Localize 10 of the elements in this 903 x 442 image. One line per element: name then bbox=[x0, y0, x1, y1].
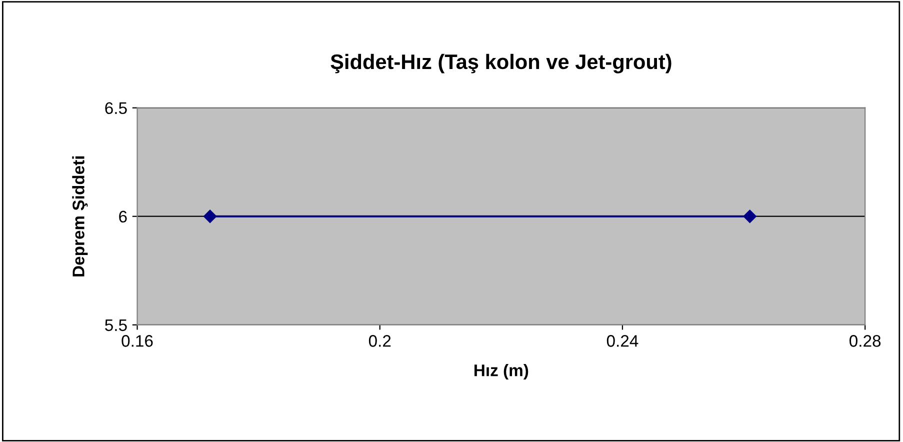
y-tick-label: 6.5 bbox=[105, 102, 127, 114]
x-tick-label: 0.28 bbox=[850, 335, 881, 347]
chart-title: Şiddet-Hız (Taş kolon ve Jet-grout) bbox=[330, 54, 672, 74]
x-tick-label: 0.2 bbox=[368, 335, 391, 347]
x-tick-label: 0.24 bbox=[606, 335, 638, 347]
y-axis-title: Deprem Şiddeti bbox=[72, 156, 88, 276]
y-tick-label: 5.5 bbox=[105, 319, 127, 332]
x-axis-title: Hız (m) bbox=[474, 364, 528, 380]
y-tick-label: 6 bbox=[119, 210, 127, 223]
x-tick-label: 0.16 bbox=[122, 335, 153, 347]
